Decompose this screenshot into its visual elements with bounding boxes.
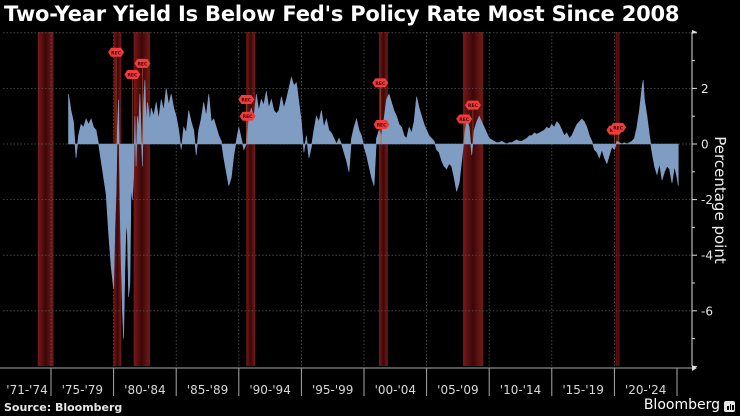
rec-marker: REC [373, 120, 390, 144]
rec-marker-label: REC [468, 103, 479, 109]
x-tick-label: '71-'74 [6, 383, 47, 397]
y-axis-label: Percentage point [711, 136, 729, 264]
rec-marker-shape [373, 120, 390, 130]
bloomberg-brand: Bloomberg [643, 397, 720, 413]
x-tick-label: '90-'94 [249, 383, 290, 397]
rec-marker-shape [610, 122, 627, 132]
rec-marker-shape [134, 58, 151, 68]
rec-marker: REC [239, 111, 256, 144]
annotation-markers: RECRECRECRECRECRECRECRECRECRECREC [108, 47, 627, 144]
recession-band [615, 32, 620, 366]
y-tick-label: -4 [701, 249, 713, 263]
rec-marker-shape [372, 78, 389, 88]
chart-svg: RECRECRECRECRECRECRECRECRECRECREC 20-2-4… [0, 30, 729, 397]
x-tick-label: '15-'19 [562, 383, 603, 397]
rec-marker-shape [456, 114, 473, 124]
y-tick-label: 2 [701, 82, 709, 96]
y-tick-label: -6 [701, 304, 713, 318]
rec-marker-shape [124, 70, 141, 79]
rec-marker: REC [456, 114, 473, 144]
rec-marker-label: REC [377, 123, 388, 129]
rec-marker-shape [464, 100, 481, 110]
bloomberg-logo-icon [724, 401, 735, 412]
y-tick-label: -2 [701, 193, 713, 207]
series-area-path [68, 76, 679, 339]
rec-marker: REC [610, 122, 627, 144]
rec-marker-shape [108, 47, 125, 57]
recession-band [133, 32, 150, 366]
rec-marker-label: REC [127, 73, 138, 79]
rec-marker-label: REC [459, 117, 470, 123]
rec-marker-shape [238, 95, 255, 105]
recession-bands [37, 32, 620, 366]
chart-title: Two-Year Yield Is Below Fed's Policy Rat… [4, 2, 680, 26]
rec-marker-label: REC [137, 61, 148, 67]
recession-band [246, 32, 256, 366]
rec-marker-label: REC [241, 98, 252, 104]
rec-marker-label: REC [243, 114, 254, 120]
rec-marker: REC [372, 78, 389, 144]
recession-band [113, 32, 122, 366]
x-tick-label: '05-'09 [437, 383, 478, 397]
y-axis-arrow-icon [692, 30, 697, 34]
rec-marker: REC [108, 47, 125, 144]
rec-marker: REC [238, 95, 255, 144]
recession-band [462, 32, 483, 366]
x-axis-arrow-icon [692, 365, 697, 371]
recession-band [37, 32, 54, 366]
rec-marker: REC [464, 100, 481, 144]
y-tick-label: 0 [701, 138, 709, 152]
x-tick-label: '85-'89 [187, 383, 228, 397]
rec-marker: REC [134, 58, 151, 144]
x-tick-label: '95-'99 [312, 383, 353, 397]
x-tick-label: '75-'79 [62, 383, 103, 397]
y-axis: 2 0 -2 -4 -6 [691, 30, 713, 367]
x-axis: '71-'74 '75-'79 '80-'84 '85-'89 '90-'94 '95-'… [0, 365, 697, 397]
recession-band [379, 32, 388, 366]
x-tick-label: '80-'84 [124, 383, 165, 397]
rec-marker-shape [239, 111, 256, 121]
source-note: Source: Bloomberg [4, 401, 123, 414]
x-tick-label: '20-'24 [625, 383, 666, 397]
rec-marker-label: REC [111, 50, 122, 56]
rec-marker-label: REC [375, 81, 386, 87]
series-area [68, 76, 679, 339]
x-tick-label: '00-'04 [375, 383, 416, 397]
rec-marker-label: REC [613, 125, 624, 131]
x-tick-label: '10-'14 [500, 383, 541, 397]
rec-marker: REC [124, 70, 141, 144]
